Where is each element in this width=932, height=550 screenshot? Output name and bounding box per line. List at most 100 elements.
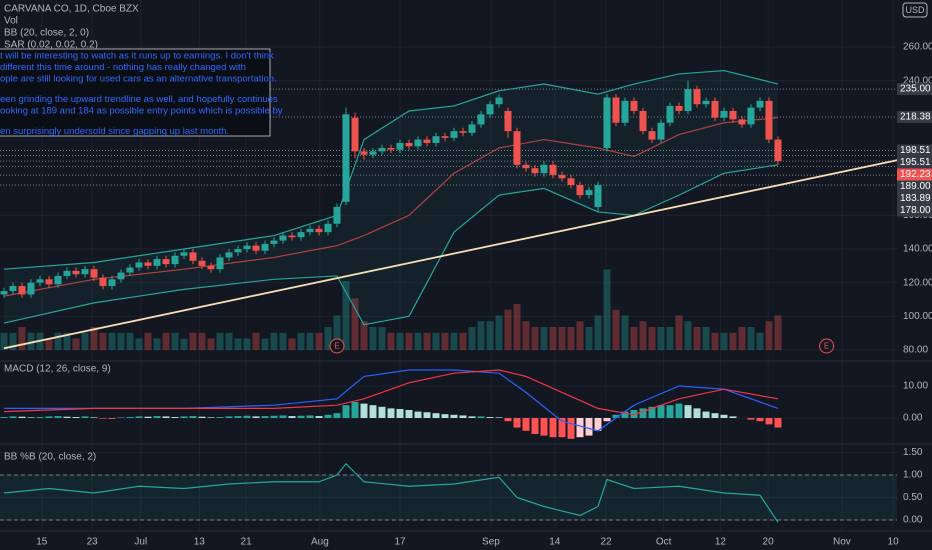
macd-histogram [531,418,539,434]
macd-histogram [621,411,629,418]
y-tick-label: 240.00 [903,75,932,86]
candle-body [81,269,89,275]
earnings-marker [819,338,835,354]
price-level-tag [897,192,932,205]
price-level-label: 192.23 [900,169,931,180]
volume-bar [513,304,521,350]
candle-body [45,279,53,285]
candle-body [693,89,701,105]
volume-bar [738,327,746,350]
volume-bar [684,321,692,350]
note-line: different this time around - nothing has… [0,62,246,73]
candle-body [9,286,17,292]
volume-bar [702,327,710,350]
price-level-label: 195.51 [900,157,931,168]
price-level-label: 178.00 [900,205,931,216]
price-level-label: 235.00 [900,84,931,95]
volume-bar [621,315,629,350]
price-level-label: 218.38 [900,112,931,123]
y-tick-label: 1.00 [903,470,923,481]
candle-body [162,259,170,265]
candle-body [405,142,413,147]
candle-body [396,142,404,150]
volume-bar [144,332,152,350]
volume-bar [342,281,350,350]
candle-body [738,119,746,125]
macd-histogram [630,410,638,418]
macd-histogram [45,416,53,418]
x-tick-label: 14 [549,537,561,548]
volume-bar [558,327,566,350]
candle-body [315,228,323,233]
volume-bar [207,338,215,350]
macd-histogram [450,414,458,418]
volume-bar [270,332,278,350]
candle-body [765,100,773,140]
macd-histogram [576,418,584,438]
volume-bar [234,338,242,350]
volume-bar [351,298,359,350]
candle-body [657,122,665,140]
macd-histogram [720,414,728,418]
volume-bar [261,338,269,350]
volume-bar [603,269,611,350]
y-tick-label: 1.50 [903,447,923,458]
volume-bar [432,332,440,350]
macd-histogram [558,418,566,438]
macd-histogram [360,403,368,418]
price-level-tag [897,111,932,124]
macd-histogram [270,415,278,418]
y-tick-label: 100.00 [903,311,932,322]
macd-histogram [774,418,782,428]
macd-histogram [378,406,386,418]
y-tick-label: 0.00 [903,515,923,526]
candle-body [468,124,476,133]
volume-bar [522,321,530,350]
candle-body [108,279,116,287]
candle-body [360,151,368,155]
candle-body [126,267,134,273]
volume-bar [171,332,179,350]
x-tick-label: Oct [656,537,672,548]
macd-histogram [54,416,62,418]
macd-histogram [387,408,395,418]
macd-histogram [756,418,764,422]
volume-bar [693,327,701,350]
volume-bar [549,327,557,350]
earnings-marker [329,338,345,354]
candle-body [747,107,755,125]
candle-body [144,262,152,266]
macd-histogram [198,416,206,418]
candle-body [612,97,620,123]
bb-upper [3,69,779,270]
percent-b-line [3,462,779,523]
macd-histogram [567,418,575,439]
candle-body [504,110,512,132]
price-level-label: 189.00 [900,181,931,192]
volume-bar [18,327,26,350]
bb-fill [4,70,778,325]
candle-body [486,104,494,115]
candle-body [558,174,566,179]
volume-bar [576,321,584,350]
macd-histogram [414,411,422,418]
candle-body [630,100,638,111]
macd-histogram [234,416,242,418]
volume-bar [711,332,719,350]
macd-histogram [288,416,296,418]
price-level-tag [897,156,932,169]
candle-body [27,282,35,295]
macd-histogram [468,416,476,418]
volume-bar [153,338,161,350]
volume-bar [288,338,296,350]
x-tick-label: Nov [833,537,851,548]
price-level-tag [897,204,932,217]
volume-bar [279,332,287,350]
candle-body [594,185,602,207]
candle-body [279,235,287,241]
candle-body [423,139,431,143]
volume-bar [99,332,107,350]
volume-bar [54,332,62,350]
candle-body [540,164,548,174]
candle-body [567,178,575,186]
